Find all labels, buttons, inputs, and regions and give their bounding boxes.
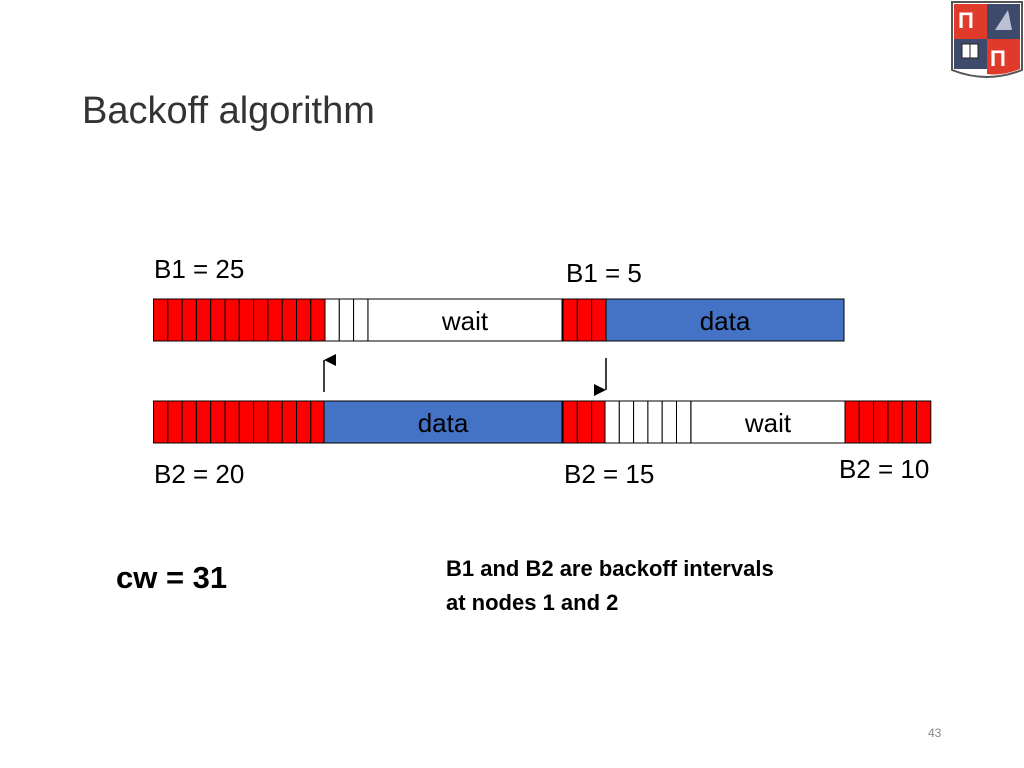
backoff-slot [591,298,607,342]
backoff-slot [267,298,283,342]
node1-frozen-slots [324,298,369,342]
node1-backoff-start-label: B1 = 25 [154,254,245,284]
backoff-slot [153,400,169,444]
node2-backoff-start-label: B2 = 20 [154,459,245,489]
backoff-slot [858,400,875,444]
backoff-slot [296,298,312,342]
backoff-slot [887,400,903,444]
backoff-slot [238,298,255,342]
page-number: 43 [928,726,942,740]
node2-backoff-next-label: B2 = 10 [839,454,930,484]
backoff-slot [253,298,269,342]
backoff-slot [181,298,197,342]
backoff-slot [562,400,578,444]
node1-resume-backoff-slots [562,298,607,342]
node2-data-label: data [418,408,469,438]
node2-frozen-slots [604,400,692,444]
backoff-slot [253,400,269,444]
node2-next-backoff-slots [844,400,932,444]
frozen-slot [618,400,635,444]
backoff-slot [167,400,183,444]
backoff-slot [195,400,212,444]
contention-window-label: cw = 31 [116,560,228,595]
node2-backoff-resume-label: B2 = 15 [564,459,655,489]
node2-data-box [323,400,563,444]
backoff-slot [181,400,197,444]
frozen-slot [353,298,369,342]
frozen-slot [324,298,340,342]
frozen-slot [676,400,692,444]
note-text: B1 and B2 are backoff intervals at nodes… [446,552,774,620]
backoff-slot [224,298,240,342]
backoff-slot [562,298,578,342]
backoff-slot [281,298,298,342]
frozen-slot [647,400,663,444]
node1-timeline: wait data [153,298,845,342]
node1-backoff-resume-label: B1 = 5 [566,258,642,288]
backoff-slot [873,400,889,444]
backoff-slot [310,298,326,342]
backoff-slot [296,400,312,444]
backoff-slot [916,400,932,444]
frozen-slot [338,298,355,342]
backoff-slot [591,400,607,444]
node2-resume-backoff-slots [562,400,607,444]
node1-data-label: data [700,306,751,336]
backoff-slot [153,298,169,342]
backoff-slot [267,400,283,444]
node1-backoff-slots [153,298,326,342]
backoff-slot [281,400,298,444]
slide-title: Backoff algorithm [82,90,375,132]
node2-backoff-slots [153,400,326,444]
backoff-slot [224,400,240,444]
frozen-slot [604,400,620,444]
frozen-slot [661,400,678,444]
backoff-slot [195,298,212,342]
node1-wait-box [367,298,563,342]
university-logo: Π Π [951,1,1023,78]
frozen-slot [633,400,649,444]
svg-text:Π: Π [958,8,974,33]
backoff-slot [167,298,183,342]
node1-data-box [605,298,845,342]
note-line-2: at nodes 1 and 2 [446,590,619,615]
node2-wait-label: wait [744,408,792,438]
backoff-slot [844,400,860,444]
node2-wait-box [690,400,846,444]
node2-timeline: data wait [153,400,932,444]
backoff-slot [901,400,918,444]
svg-text:Π: Π [990,46,1006,71]
backoff-slot [576,298,593,342]
backoff-slot [576,400,593,444]
backoff-slot [210,400,226,444]
node1-wait-label: wait [441,306,489,336]
backoff-slot [310,400,326,444]
backoff-slot [238,400,255,444]
backoff-slot [210,298,226,342]
note-line-1: B1 and B2 are backoff intervals [446,556,774,581]
